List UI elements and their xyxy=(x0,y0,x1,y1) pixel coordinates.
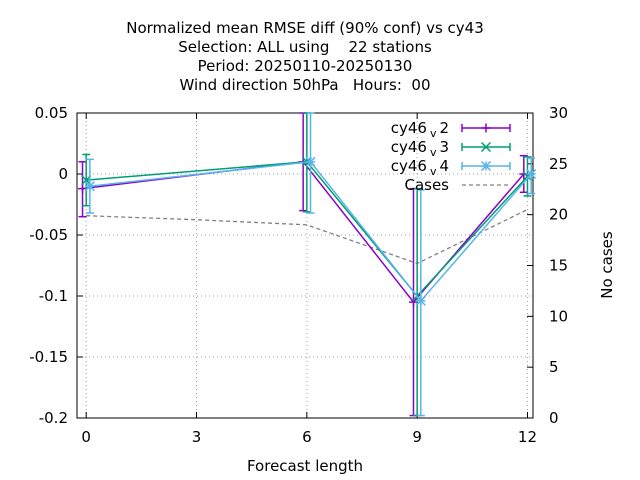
series-line xyxy=(89,161,532,303)
legend-label: cy46 v 3 xyxy=(391,138,449,159)
legend-entry: cy46 v 2 xyxy=(391,119,511,140)
chart-title: Normalized mean RMSE diff (90% conf) vs … xyxy=(126,19,484,94)
title-line: Normalized mean RMSE diff (90% conf) vs … xyxy=(126,19,484,37)
cases-series xyxy=(86,208,528,265)
legend-entry: cy46 v 4 xyxy=(391,157,511,178)
marker-part xyxy=(305,156,316,167)
grid xyxy=(77,112,533,419)
marker-part xyxy=(84,181,95,192)
series-2 xyxy=(84,112,537,417)
y-tick-label: -0.15 xyxy=(29,348,68,366)
y-tick-label: 0.05 xyxy=(35,104,68,122)
y2-tick-label: 0 xyxy=(549,409,559,427)
marker-part xyxy=(526,168,537,180)
title-line: Wind direction 50hPa Hours: 00 xyxy=(179,76,430,94)
axes xyxy=(76,112,534,419)
legend-label: cy46 v 2 xyxy=(391,119,449,140)
cases-line xyxy=(86,208,528,265)
x-tick-label: 3 xyxy=(192,428,202,446)
y-tick-label: -0.1 xyxy=(39,287,68,305)
data-point xyxy=(84,181,95,192)
x-tick-label: 9 xyxy=(412,428,422,446)
series-group xyxy=(78,112,537,417)
data-point xyxy=(305,156,316,167)
legend-label: cy46 v 4 xyxy=(391,157,449,178)
y2-tick-label: 10 xyxy=(549,307,568,325)
y-tick-label: -0.05 xyxy=(29,226,68,244)
data-point xyxy=(415,295,426,306)
y2-axis-label: No cases xyxy=(598,231,616,299)
series-line xyxy=(86,161,529,298)
x-axis-label: Forecast length xyxy=(247,457,363,475)
x-tick-label: 12 xyxy=(518,428,537,446)
title-line: Selection: ALL using 22 stations xyxy=(178,38,432,56)
y2-tick-label: 20 xyxy=(549,206,568,224)
x-tick-label: 6 xyxy=(302,428,312,446)
y-tick-label: 0 xyxy=(58,165,68,183)
data-point xyxy=(526,168,537,180)
y2-tick-label: 5 xyxy=(549,358,559,376)
y2-tick-label: 15 xyxy=(549,257,568,275)
y-tick-label: -0.2 xyxy=(39,409,68,427)
x-tick-label: 0 xyxy=(81,428,91,446)
legend-entry: cy46 v 3 xyxy=(391,138,511,159)
marker-part xyxy=(480,141,492,153)
plot-frame xyxy=(76,112,534,419)
marker-part xyxy=(415,295,426,306)
y2-tick-label: 30 xyxy=(549,104,568,122)
marker-part xyxy=(480,160,492,172)
legend-label: Cases xyxy=(404,176,449,194)
tick-labels: 0 3 6 9 12 0.05 0 -0.05 -0.1 -0.15 -0.2 30 25 20 15 10 5… xyxy=(29,104,568,446)
legend-entry-cases: Cases xyxy=(404,176,510,194)
title-line: Period: 20250110-20250130 xyxy=(198,57,413,75)
y2-tick-label: 25 xyxy=(549,155,568,173)
